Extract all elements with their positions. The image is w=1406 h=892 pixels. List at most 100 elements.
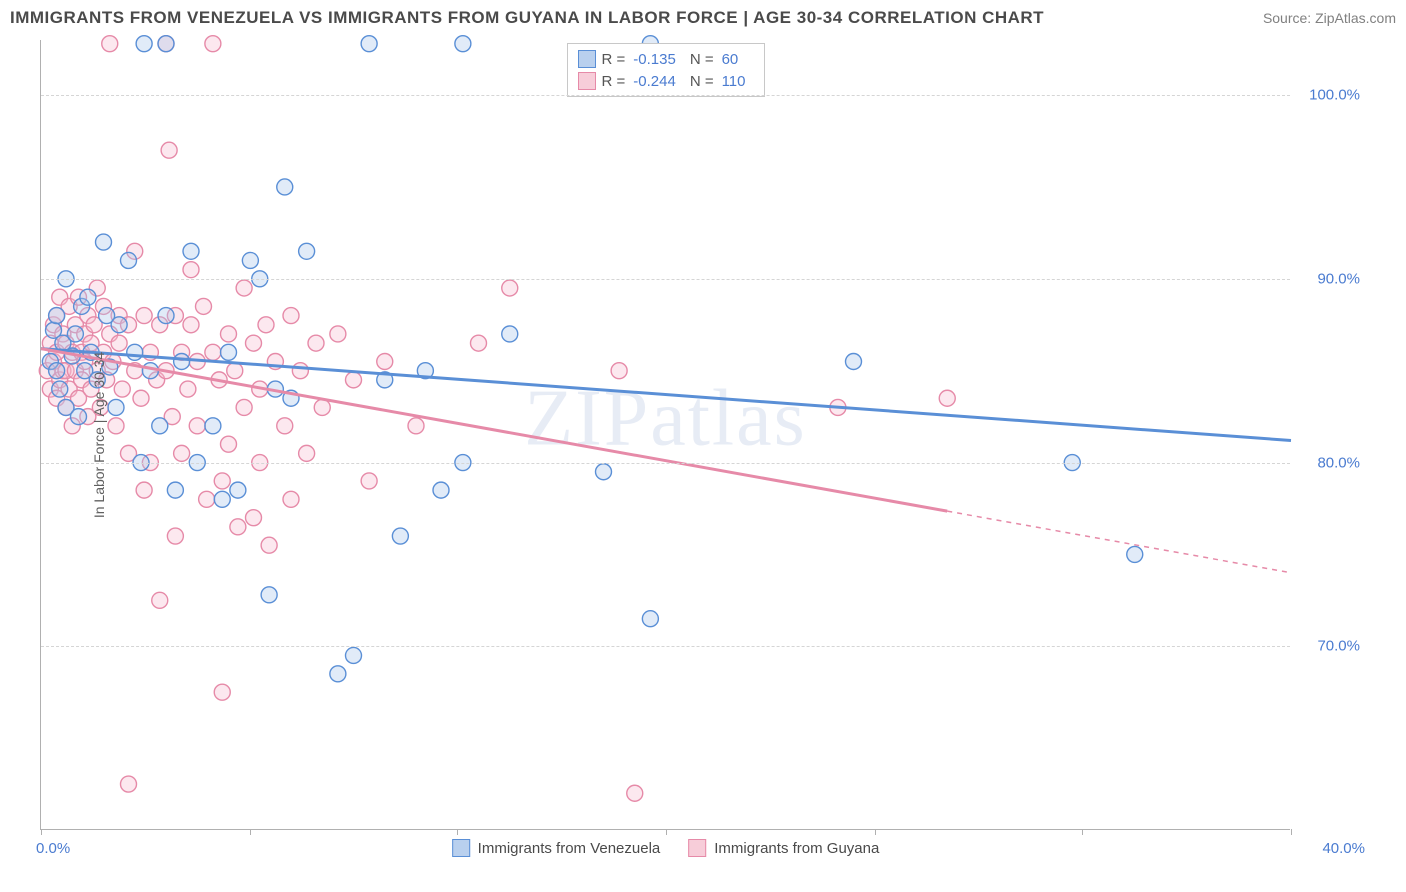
gridline bbox=[41, 646, 1290, 647]
scatter-point bbox=[199, 491, 215, 507]
scatter-point bbox=[502, 280, 518, 296]
legend-swatch bbox=[688, 839, 706, 857]
scatter-point bbox=[174, 445, 190, 461]
scatter-point bbox=[189, 418, 205, 434]
scatter-point bbox=[261, 537, 277, 553]
scatter-point bbox=[167, 528, 183, 544]
plot-area: ZIPatlas R =-0.135N =60R =-0.244N =110 I… bbox=[40, 40, 1290, 830]
legend-series: Immigrants from Venezuela Immigrants from… bbox=[452, 839, 880, 857]
scatter-point bbox=[433, 482, 449, 498]
scatter-point bbox=[277, 179, 293, 195]
scatter-point bbox=[283, 491, 299, 507]
y-tick-label: 80.0% bbox=[1300, 454, 1360, 471]
source-attribution: Source: ZipAtlas.com bbox=[1263, 10, 1396, 26]
scatter-point bbox=[346, 647, 362, 663]
x-axis-min-label: 0.0% bbox=[36, 840, 70, 857]
y-tick-label: 70.0% bbox=[1300, 638, 1360, 655]
legend-series-item: Immigrants from Guyana bbox=[688, 839, 879, 857]
legend-swatch bbox=[452, 839, 470, 857]
scatter-point bbox=[221, 344, 237, 360]
x-tick bbox=[875, 829, 876, 835]
scatter-point bbox=[246, 335, 262, 351]
trend-line-extrapolated bbox=[947, 511, 1291, 573]
scatter-point bbox=[174, 354, 190, 370]
scatter-point bbox=[642, 611, 658, 627]
scatter-point bbox=[136, 482, 152, 498]
scatter-point bbox=[299, 243, 315, 259]
scatter-point bbox=[246, 510, 262, 526]
scatter-point bbox=[161, 142, 177, 158]
gridline bbox=[41, 95, 1290, 96]
scatter-point bbox=[152, 592, 168, 608]
scatter-point bbox=[49, 363, 65, 379]
scatter-point bbox=[183, 243, 199, 259]
scatter-point bbox=[242, 252, 258, 268]
scatter-point bbox=[152, 418, 168, 434]
scatter-point bbox=[96, 234, 112, 250]
scatter-point bbox=[183, 317, 199, 333]
scatter-point bbox=[227, 363, 243, 379]
scatter-point bbox=[330, 326, 346, 342]
scatter-point bbox=[236, 399, 252, 415]
scatter-point bbox=[596, 464, 612, 480]
scatter-point bbox=[230, 482, 246, 498]
scatter-point bbox=[214, 684, 230, 700]
scatter-point bbox=[205, 344, 221, 360]
scatter-point bbox=[136, 308, 152, 324]
scatter-point bbox=[361, 473, 377, 489]
legend-stats: R = -0.135 N = 60 R =-0.244N =110 bbox=[567, 43, 765, 97]
x-tick bbox=[1291, 829, 1292, 835]
scatter-point bbox=[627, 785, 643, 801]
scatter-point bbox=[221, 326, 237, 342]
scatter-point bbox=[221, 436, 237, 452]
scatter-point bbox=[283, 308, 299, 324]
x-tick bbox=[1082, 829, 1083, 835]
legend-n-value: 110 bbox=[722, 73, 746, 90]
y-axis-label: In Labor Force | Age 30-34 bbox=[91, 351, 107, 517]
scatter-point bbox=[346, 372, 362, 388]
scatter-point bbox=[214, 491, 230, 507]
scatter-point bbox=[261, 587, 277, 603]
legend-series-label: Immigrants from Guyana bbox=[714, 840, 879, 857]
scatter-point bbox=[111, 335, 127, 351]
scatter-point bbox=[1127, 546, 1143, 562]
scatter-point bbox=[67, 326, 83, 342]
scatter-point bbox=[108, 418, 124, 434]
scatter-point bbox=[111, 317, 127, 333]
x-tick bbox=[250, 829, 251, 835]
scatter-point bbox=[133, 390, 149, 406]
scatter-point bbox=[102, 36, 118, 52]
legend-r-label: R = bbox=[602, 51, 626, 68]
scatter-point bbox=[471, 335, 487, 351]
scatter-point bbox=[108, 399, 124, 415]
scatter-point bbox=[361, 36, 377, 52]
scatter-point bbox=[180, 381, 196, 397]
legend-n-value: 60 bbox=[722, 51, 739, 68]
x-axis-max-label: 40.0% bbox=[1322, 840, 1365, 857]
legend-series-item: Immigrants from Venezuela bbox=[452, 839, 661, 857]
legend-stats-row: R =-0.244N =110 bbox=[578, 70, 754, 92]
scatter-point bbox=[611, 363, 627, 379]
scatter-point bbox=[408, 418, 424, 434]
scatter-point bbox=[846, 354, 862, 370]
scatter-point bbox=[52, 381, 68, 397]
legend-n-label: N = bbox=[690, 51, 714, 68]
scatter-point bbox=[258, 317, 274, 333]
legend-r-value: -0.135 bbox=[633, 51, 676, 68]
scatter-point bbox=[121, 252, 137, 268]
y-tick-label: 100.0% bbox=[1300, 87, 1360, 104]
scatter-point bbox=[158, 308, 174, 324]
scatter-point bbox=[377, 354, 393, 370]
legend-swatch bbox=[578, 72, 596, 90]
x-tick bbox=[666, 829, 667, 835]
scatter-point bbox=[121, 776, 137, 792]
scatter-point bbox=[314, 399, 330, 415]
trend-line bbox=[41, 349, 1291, 441]
scatter-point bbox=[939, 390, 955, 406]
scatter-point bbox=[330, 666, 346, 682]
chart-title: IMMIGRANTS FROM VENEZUELA VS IMMIGRANTS … bbox=[10, 8, 1044, 28]
scatter-point bbox=[214, 473, 230, 489]
chart-canvas bbox=[41, 40, 1290, 829]
scatter-point bbox=[205, 418, 221, 434]
scatter-point bbox=[158, 36, 174, 52]
